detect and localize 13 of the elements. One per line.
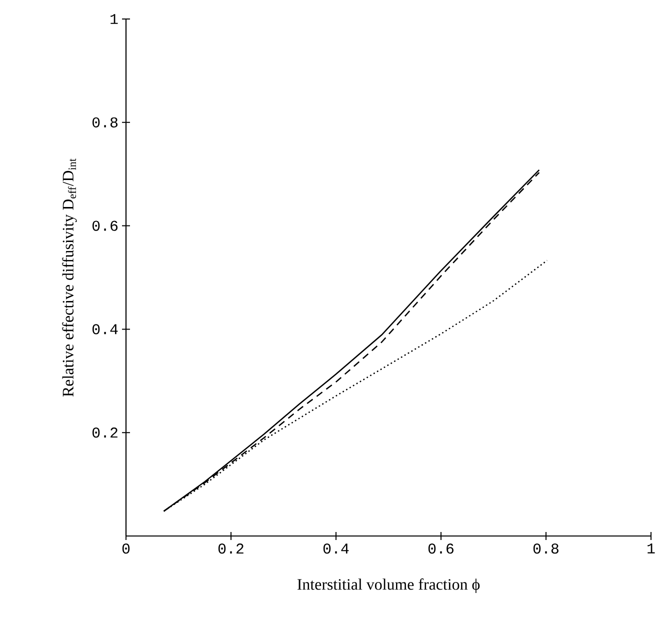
x-axis-title: Interstitial volume fraction ϕ — [297, 578, 480, 594]
y-tick-label: 0.2 — [92, 428, 118, 438]
x-tick-label: 1 — [648, 544, 655, 554]
x-tick-label: 0.2 — [218, 544, 244, 554]
y-axis-title: Relative effective diffusivity D$_{eff}$/D$_{int}$ — [62, 158, 77, 397]
x-tick-label: 0.8 — [533, 544, 558, 554]
x-tick-label: 0.4 — [323, 544, 349, 554]
x-tick-label: 0.6 — [428, 544, 454, 554]
y-tick-label: 0.4 — [92, 324, 118, 334]
y-tick-label: 0.8 — [92, 117, 118, 128]
y-tick-label: 0.6 — [92, 220, 118, 231]
y-tick-label: 1 — [110, 14, 118, 24]
x-tick-label: 0 — [122, 544, 130, 554]
